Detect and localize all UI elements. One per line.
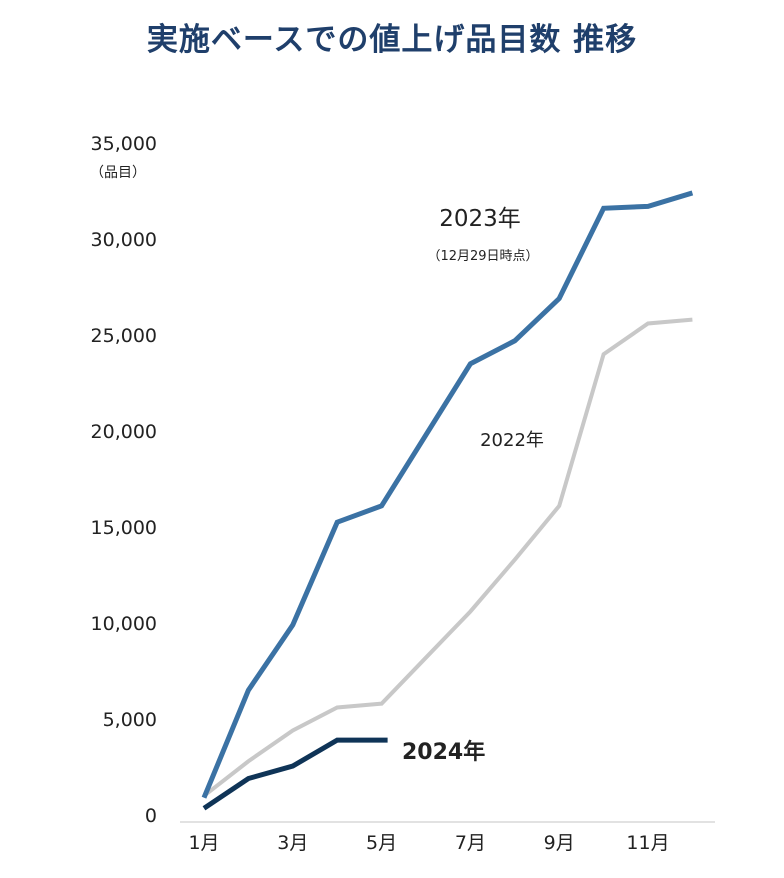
x-tick-label: 11月 (626, 832, 669, 854)
series-label-2024: 2024年 (402, 739, 485, 765)
x-tick-label: 3月 (277, 832, 308, 854)
series-label-2022: 2022年 (480, 430, 544, 451)
y-tick-label: 25,000 (91, 325, 157, 347)
series-line-2024年 (202, 737, 388, 811)
x-tick-label: 7月 (455, 832, 486, 854)
y-tick-label: 5,000 (103, 709, 157, 731)
y-axis-unit: （品目） (90, 165, 146, 181)
series-line-2022年 (202, 317, 693, 798)
chart-title: 実施ベースでの値上げ品目数 推移 (146, 22, 638, 58)
y-tick-label: 15,000 (91, 517, 157, 539)
x-tick-label: 1月 (188, 832, 219, 854)
y-tick-label: 35,000 (91, 133, 157, 155)
series-label-2023: 2023年 (439, 206, 521, 232)
y-tick-label: 10,000 (91, 613, 157, 635)
y-tick-label: 30,000 (91, 229, 157, 251)
y-tick-label: 0 (145, 805, 157, 827)
series-note-2023: （12月29日時点） (427, 249, 538, 264)
y-tick-label: 20,000 (91, 421, 157, 443)
x-tick-label: 9月 (544, 832, 575, 854)
x-tick-label: 5月 (366, 832, 397, 854)
series-line-2023年 (201, 190, 694, 799)
